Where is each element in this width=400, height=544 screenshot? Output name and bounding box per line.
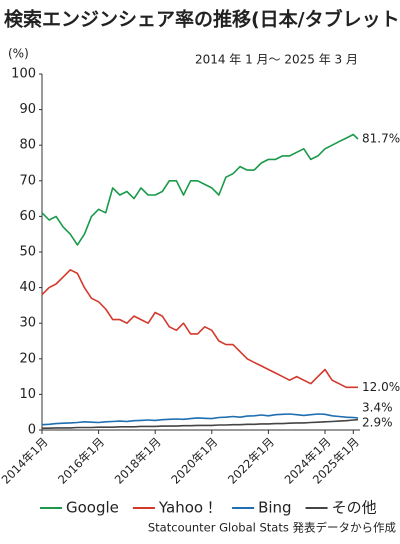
end-label: 3.4% xyxy=(362,401,393,415)
legend-label: Google xyxy=(66,499,119,517)
y-tick-label: 90 xyxy=(19,102,36,117)
chart-subtitle: 2014 年 1 月〜 2025 年 3 月 xyxy=(195,53,358,67)
y-tick-label: 50 xyxy=(19,245,36,260)
y-axis-label: (%) xyxy=(8,47,29,61)
x-tick-label: 2022年1月 xyxy=(225,435,277,487)
end-label: 81.7% xyxy=(362,132,400,146)
series-line xyxy=(41,133,359,246)
y-tick-label: 40 xyxy=(19,280,36,295)
chart-title: 検索エンジンシェア率の推移(日本/タブレット) xyxy=(4,8,400,31)
x-tick-label: 2014年1月 xyxy=(0,435,51,487)
y-tick-label: 60 xyxy=(19,209,36,224)
y-tick-label: 80 xyxy=(19,138,36,153)
y-tick-label: 10 xyxy=(19,387,36,402)
end-label: 12.0% xyxy=(362,380,400,394)
y-tick-label: 70 xyxy=(19,173,36,188)
series-line xyxy=(41,269,358,389)
legend-label: Bing xyxy=(258,499,292,517)
source-note: Statcounter Global Stats 発表データから作成 xyxy=(148,521,397,535)
end-label: 2.9% xyxy=(362,416,393,430)
series-line xyxy=(42,418,359,429)
y-tick-label: 100 xyxy=(11,67,36,82)
x-tick-label: 2020年1月 xyxy=(168,435,220,487)
legend-label: Yahoo！ xyxy=(158,499,218,517)
x-tick-label: 2016年1月 xyxy=(55,435,107,487)
y-tick-label: 20 xyxy=(19,351,36,366)
y-tick-label: 0 xyxy=(28,423,36,438)
legend-label: その他 xyxy=(332,499,377,517)
y-tick-label: 30 xyxy=(19,316,36,331)
x-tick-label: 2018年1月 xyxy=(112,435,164,487)
series-line xyxy=(41,413,359,426)
